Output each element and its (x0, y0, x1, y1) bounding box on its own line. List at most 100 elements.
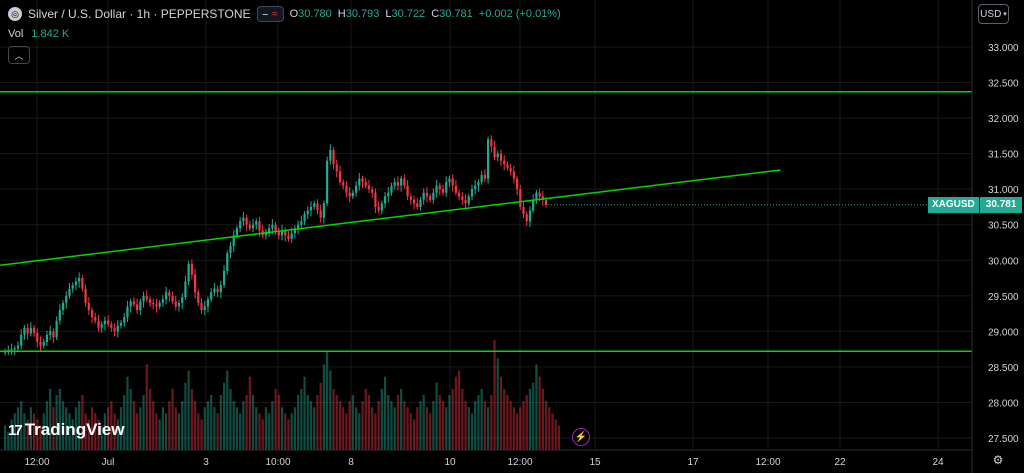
volume-bar (371, 407, 374, 450)
volume-bar (522, 401, 525, 450)
candle-body (335, 164, 338, 172)
volume-bar (438, 395, 441, 450)
volume-bar (90, 407, 94, 450)
candle-body (90, 310, 94, 318)
candle-body (100, 324, 103, 328)
candle-body (216, 288, 219, 293)
candle-body (483, 174, 486, 179)
candle-body (358, 178, 361, 186)
volume-bar (268, 413, 271, 450)
volume-bar (113, 413, 116, 450)
time-tick-label: 10 (444, 457, 456, 468)
volume-bar (406, 407, 409, 450)
volume-bar (261, 419, 264, 450)
volume-bar (184, 382, 187, 450)
candle-body (351, 192, 354, 197)
volume-bar (435, 382, 438, 450)
candle-body (422, 192, 425, 200)
volume-bar (297, 395, 300, 450)
candle-body (116, 325, 119, 332)
candle-body (532, 199, 535, 211)
ohlc-close: C30.781 (431, 8, 473, 20)
time-tick-label: 22 (834, 457, 846, 468)
volume-bar (187, 370, 190, 450)
candle-body (235, 228, 239, 236)
gear-icon[interactable]: ⚙ (992, 453, 1004, 467)
volume-bar (126, 376, 129, 450)
volume-bar (177, 413, 181, 450)
volume-bar (409, 413, 412, 450)
volume-bar (515, 413, 519, 450)
tv-logo-icon: 17 (8, 421, 23, 439)
volume-bar (287, 419, 290, 450)
volume-bar (383, 376, 387, 450)
candle-body (45, 334, 49, 343)
volume-bar (364, 388, 367, 450)
volume-bar (551, 413, 554, 450)
volume-bar (506, 395, 509, 450)
price-tick-label: 33.000 (988, 43, 1019, 54)
volume-bar (200, 419, 203, 450)
candle-body (78, 278, 81, 282)
candle-body (419, 199, 422, 207)
volume-bar (403, 401, 406, 450)
candle-body (171, 295, 174, 302)
volume-bar (358, 413, 361, 450)
candle-body (258, 221, 261, 231)
candle-body (103, 320, 107, 325)
volume-bar (155, 413, 158, 450)
volume-bar (45, 401, 49, 450)
ohlc-high: H30.793 (337, 8, 380, 20)
volume-bar (319, 382, 322, 450)
candle-body (232, 235, 235, 247)
volume-bar (32, 413, 36, 450)
chart-legend: ◎ Silver / U.S. Dollar · 1h · PEPPERSTON… (8, 6, 561, 22)
collapse-legend-button[interactable]: ︿ (8, 46, 30, 64)
candle-body (255, 221, 258, 225)
candle-body (380, 203, 383, 211)
currency-selector[interactable]: USD ▾ (978, 4, 1009, 24)
candle-body (458, 192, 461, 197)
candle-body (326, 160, 329, 204)
volume-bar (255, 407, 258, 450)
volume-bar (367, 395, 371, 450)
lightning-icon[interactable]: ⚡ (572, 428, 590, 446)
indicator-toggle-pill[interactable]: – ≈ (256, 6, 284, 22)
tradingview-logo[interactable]: 17 TradingView (8, 420, 125, 440)
time-tick-label: 12:00 (507, 457, 532, 468)
volume-bar (23, 413, 26, 450)
candle-body (42, 342, 45, 346)
volume-bar (148, 388, 152, 450)
volume-bar (429, 413, 432, 450)
volume-bar (483, 401, 486, 450)
candle-body (316, 203, 319, 211)
candlesticks (4, 135, 548, 356)
candle-body (23, 327, 26, 335)
minus-icon[interactable]: – (262, 8, 269, 20)
volume-bar (477, 395, 480, 450)
candle-body (515, 178, 519, 190)
candle-body (268, 228, 271, 232)
candle-body (541, 196, 544, 200)
volume-bar (303, 376, 306, 450)
symbol-title[interactable]: Silver / U.S. Dollar · 1h · PEPPERSTONE (28, 7, 251, 21)
candle-body (271, 224, 274, 229)
candle-body (499, 153, 503, 161)
volume-bar (36, 419, 39, 450)
candle-body (464, 199, 467, 204)
candle-body (16, 345, 20, 349)
volume-bar (338, 401, 342, 450)
candle-body (441, 189, 445, 193)
volume-bar (271, 401, 274, 450)
volume-bar (380, 388, 383, 450)
time-tick-label: 15 (589, 457, 601, 468)
wave-icon[interactable]: ≈ (272, 8, 278, 20)
silver-symbol-icon[interactable]: ◎ (8, 7, 22, 21)
candle-body (525, 214, 528, 222)
candle-body (432, 192, 435, 200)
candle-body (107, 320, 110, 325)
candle-body (400, 178, 403, 186)
volume-bar (329, 370, 332, 450)
volume-bar (496, 358, 499, 450)
